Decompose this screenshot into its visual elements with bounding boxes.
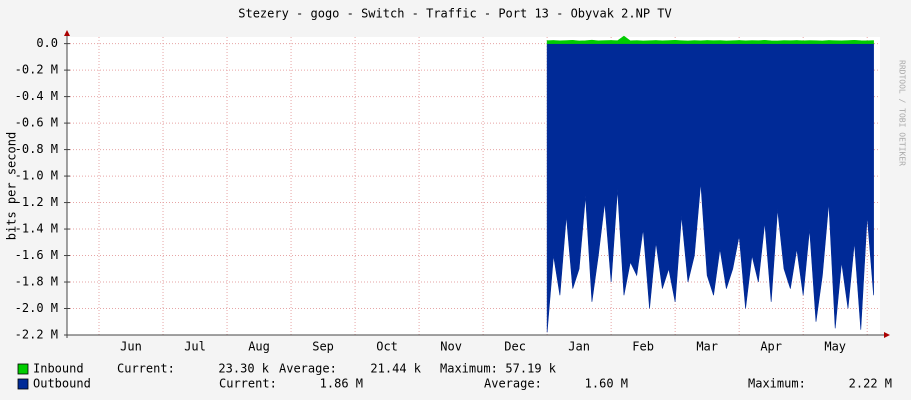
y-tick-label: -2.2 M (15, 328, 58, 342)
x-tick-label: Mar (696, 340, 718, 354)
legend-stat-value: 1.86 M (320, 377, 363, 391)
x-tick-label: Jun (120, 340, 142, 354)
chart-title: Stezery - gogo - Switch - Traffic - Port… (238, 7, 671, 21)
grid (64, 37, 880, 336)
legend-stat-label: Current: (117, 362, 175, 376)
legend-stat-label: Average: (279, 362, 337, 376)
y-axis-arrow (64, 30, 70, 36)
x-tick-label: Jul (184, 340, 206, 354)
x-axis-arrow (884, 332, 890, 338)
x-tick-label: Jan (568, 340, 590, 354)
legend-swatch (17, 378, 29, 390)
x-tick-label: Apr (760, 340, 782, 354)
watermark: RRDTOOL / TOBI OETIKER (898, 60, 907, 166)
y-tick-label: 0.0 (36, 36, 58, 50)
legend-label: Outbound (33, 377, 91, 391)
y-tick-label: -0.6 M (15, 116, 58, 130)
x-tick-label: Feb (632, 340, 654, 354)
legend-label: Inbound (33, 362, 84, 376)
y-tick-label: -1.8 M (15, 275, 58, 289)
y-tick-label: -1.0 M (15, 169, 58, 183)
legend-stat-value: 57.19 k (505, 362, 556, 376)
y-tick-label: -1.6 M (15, 248, 58, 262)
x-tick-label: Sep (312, 340, 334, 354)
legend-stat-value: 21.44 k (370, 362, 421, 376)
legend-stat-label: Maximum: (440, 362, 498, 376)
y-tick-label: -1.2 M (15, 195, 58, 209)
x-tick-label: Nov (440, 340, 462, 354)
y-tick-label: -0.2 M (15, 63, 58, 77)
y-tick-label: -1.4 M (15, 222, 58, 236)
legend-swatch (17, 363, 29, 375)
legend-stat-value: 23.30 k (218, 362, 269, 376)
y-tick-label: -0.4 M (15, 89, 58, 103)
axes (64, 30, 890, 338)
marks (546, 35, 874, 333)
legend-stat-label: Current: (219, 377, 277, 391)
x-tick-label: May (824, 340, 846, 354)
x-tick-label: Dec (504, 340, 526, 354)
legend-stat-value: 1.60 M (585, 377, 628, 391)
y-axis-label: bits per second (5, 132, 19, 240)
labels: 0.0 -0.2 M -0.4 M -0.6 M -0.8 M -1.0 M -1.2 M -… (15, 36, 892, 390)
x-tick-label: Aug (248, 340, 270, 354)
area-outbound (546, 43, 874, 333)
y-tick-label: -0.8 M (15, 142, 58, 156)
legend-stat-label: Maximum: (748, 377, 806, 391)
area-inbound (546, 35, 874, 44)
x-tick-label: Oct (376, 340, 398, 354)
y-tick-label: -2.0 M (15, 301, 58, 315)
legend-stat-value: 2.22 M (849, 377, 892, 391)
legend-stat-label: Average: (484, 377, 542, 391)
